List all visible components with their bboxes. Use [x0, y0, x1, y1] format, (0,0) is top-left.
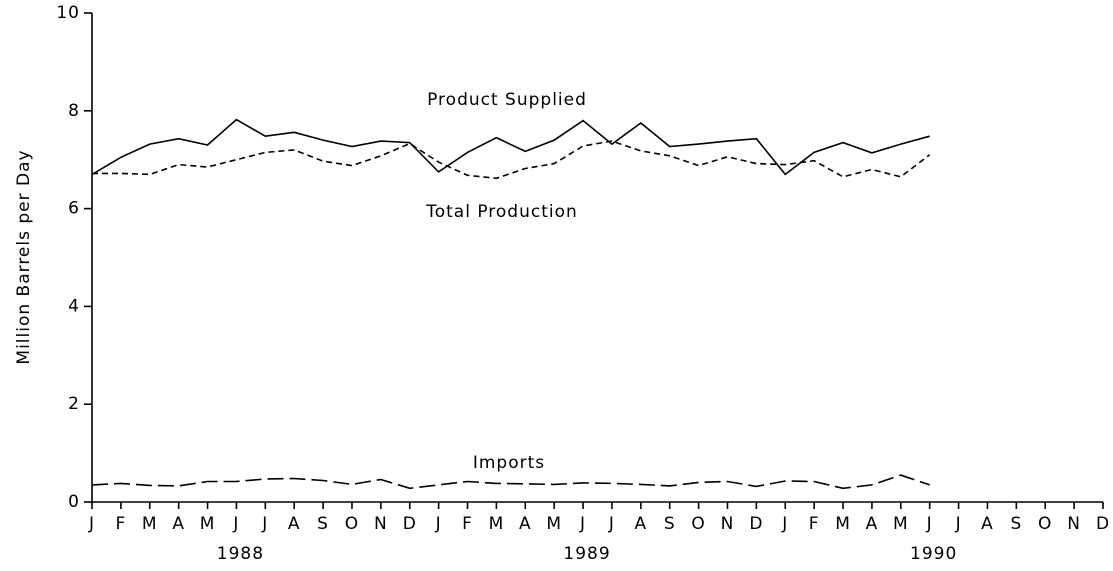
x-tick-label: J [232, 514, 239, 534]
x-tick-label: F [115, 514, 126, 534]
x-tick-label: J [608, 514, 615, 534]
y-tick-label: 8 [68, 101, 80, 121]
year-label: 1988 [217, 544, 264, 564]
y-tick-label: 10 [56, 3, 80, 23]
x-tick-label: O [691, 514, 705, 534]
year-label: 1990 [910, 544, 957, 564]
series-line [92, 140, 931, 180]
x-tick-label: J [579, 514, 586, 534]
x-tick-label: A [288, 514, 301, 534]
x-tick-label: S [1010, 514, 1022, 534]
y-axis-label: Million Barrels per Day [14, 149, 34, 364]
x-tick-label: J [926, 514, 933, 534]
x-tick-label: J [88, 514, 95, 534]
x-tick-label: J [955, 514, 962, 534]
x-tick-label: M [835, 514, 851, 534]
series-label: Imports [473, 453, 545, 473]
series-label: Product Supplied [427, 90, 587, 110]
x-tick-label: J [261, 514, 268, 534]
x-tick-label: N [374, 514, 388, 534]
x-tick-label: N [721, 514, 735, 534]
series-line [91, 474, 930, 490]
x-tick-label: J [781, 514, 788, 534]
x-tick-label: A [635, 514, 648, 534]
series-label: Total Production [425, 202, 578, 222]
x-tick-label: A [172, 514, 185, 534]
y-tick-label: 0 [68, 492, 80, 512]
x-tick-label: O [345, 514, 359, 534]
x-tick-label: M [893, 514, 909, 534]
year-label: 1989 [563, 544, 610, 564]
x-tick-label: M [546, 514, 562, 534]
x-tick-label: M [489, 514, 505, 534]
x-tick-label: A [981, 514, 994, 534]
x-tick-label: M [200, 514, 216, 534]
x-tick-label: A [519, 514, 532, 534]
x-tick-label: N [1067, 514, 1081, 534]
x-tick-label: M [142, 514, 158, 534]
y-tick-label: 4 [68, 296, 80, 316]
x-tick-label: D [1096, 514, 1110, 534]
x-tick-label: D [749, 514, 763, 534]
x-tick-label: S [664, 514, 676, 534]
x-tick-label: S [317, 514, 329, 534]
x-tick-label: J [435, 514, 442, 534]
x-tick-label: O [1038, 514, 1052, 534]
y-tick-label: 2 [68, 394, 80, 414]
x-tick-label: F [809, 514, 820, 534]
x-tick-label: D [403, 514, 417, 534]
x-tick-label: F [462, 514, 473, 534]
series-line [91, 118, 930, 176]
x-tick-label: A [866, 514, 879, 534]
y-tick-label: 6 [68, 199, 80, 219]
